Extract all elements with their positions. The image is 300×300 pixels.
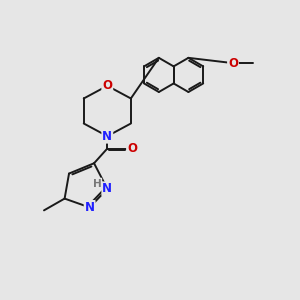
Text: H: H bbox=[93, 178, 101, 189]
Text: N: N bbox=[85, 201, 94, 214]
Text: N: N bbox=[102, 130, 112, 143]
Text: O: O bbox=[102, 79, 112, 92]
Text: O: O bbox=[228, 57, 238, 70]
Text: N: N bbox=[102, 182, 112, 195]
Text: O: O bbox=[127, 142, 137, 155]
